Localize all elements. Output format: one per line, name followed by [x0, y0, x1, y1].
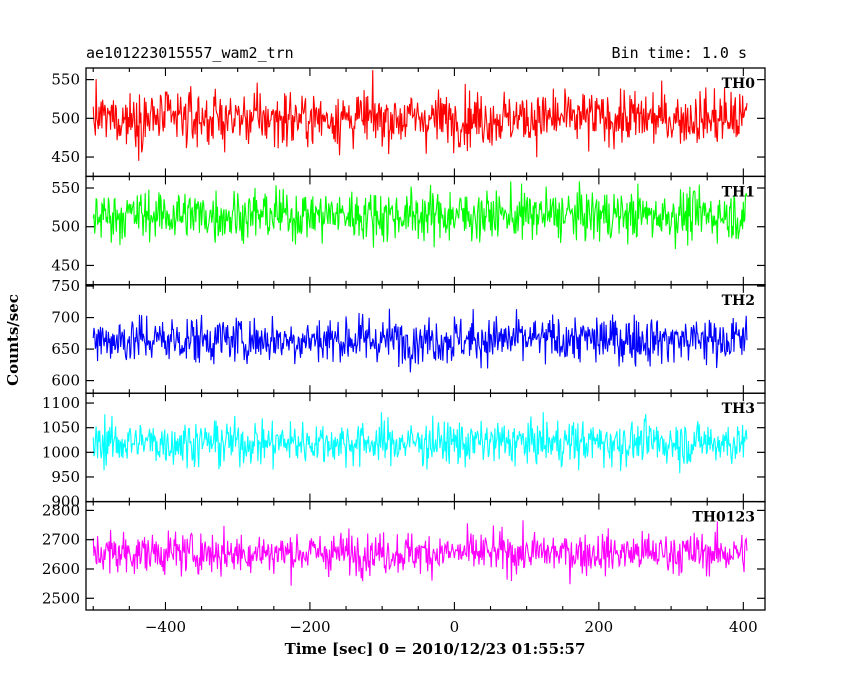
panel-label-th1: TH1 [722, 184, 755, 200]
panel-label-th3: TH3 [722, 401, 755, 417]
panel-label-th0: TH0 [722, 76, 756, 92]
y-tick-label: 500 [51, 218, 80, 236]
panel-label-th2: TH2 [722, 293, 755, 309]
y-tick-label: 750 [51, 277, 80, 295]
series-line-th2 [92, 308, 748, 373]
y-tick-label: 1000 [42, 443, 80, 461]
y-tick-label: 900 [51, 493, 80, 511]
x-tick-label: −400 [145, 618, 186, 636]
panel-label-th0123: TH0123 [692, 510, 755, 526]
y-tick-label: 500 [51, 109, 80, 127]
x-tick-label: 200 [585, 618, 614, 636]
y-tick-label: 950 [51, 468, 80, 486]
x-axis-label: Time [sec] 0 = 2010/12/23 01:55:57 [284, 640, 586, 658]
panel-frame-th0123 [85, 500, 766, 611]
y-tick-label: 550 [51, 71, 80, 89]
series-line-th1 [92, 181, 748, 250]
x-tick-label: 0 [450, 618, 460, 636]
series-line-th0123 [92, 520, 748, 586]
y-tick-label: 450 [51, 148, 80, 166]
series-line-th3 [92, 412, 748, 474]
y-tick-label: 2600 [42, 560, 80, 578]
y-tick-label: 650 [51, 340, 80, 358]
series-line-th0 [92, 70, 748, 161]
y-tick-label: 1100 [42, 394, 80, 412]
y-tick-label: 1050 [42, 419, 80, 437]
y-tick-label: 600 [51, 372, 80, 390]
y-tick-label: 2800 [42, 501, 80, 519]
panel-frame-th1 [85, 175, 766, 286]
chart-title: ae101223015557_wam2_trn [86, 44, 294, 62]
x-tick-label: 400 [729, 618, 758, 636]
y-tick-label: 550 [51, 179, 80, 197]
bin-time-label: Bin time: 1.0 s [611, 44, 747, 62]
y-axis-label: Counts/sec [4, 294, 22, 386]
y-tick-label: 450 [51, 256, 80, 274]
x-tick-label: −200 [289, 618, 330, 636]
y-tick-label: 700 [51, 309, 80, 327]
y-tick-label: 2700 [42, 531, 80, 549]
y-tick-label: 2500 [42, 589, 80, 607]
